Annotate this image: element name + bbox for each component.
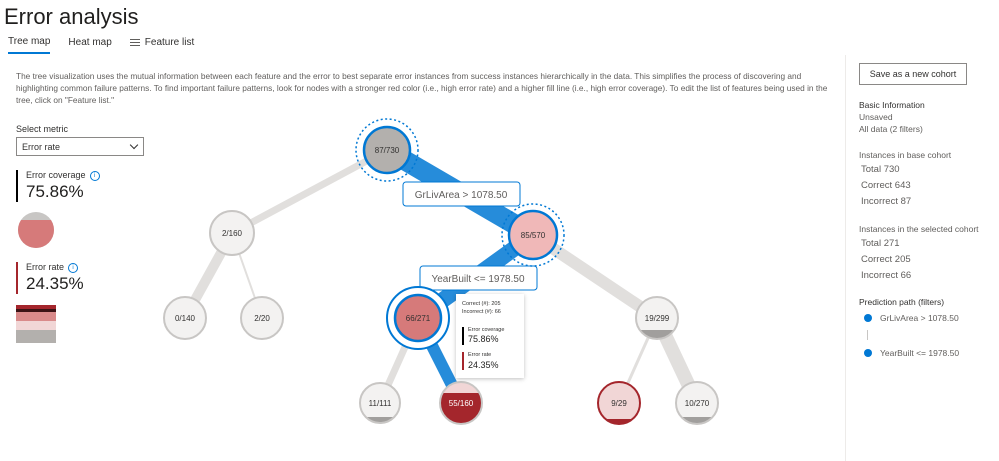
error-rate-label: Error rate bbox=[26, 262, 65, 272]
tree-node-d[interactable]: 10/270 bbox=[675, 381, 719, 425]
base-total: Total 730 bbox=[861, 164, 900, 175]
node-l1-label: 2/160 bbox=[222, 229, 243, 238]
selected-total: Total 271 bbox=[861, 238, 900, 249]
cohort-filters: All data (2 filters) bbox=[859, 124, 923, 134]
edge-label-2-text: YearBuilt <= 1978.50 bbox=[431, 274, 524, 285]
tree-node-b[interactable]: 55/160 bbox=[439, 381, 483, 425]
selected-correct: Correct 205 bbox=[861, 254, 911, 265]
node-lr-label: 2/20 bbox=[254, 314, 270, 323]
node-root-label: 87/730 bbox=[375, 146, 400, 155]
edge-label-2: YearBuilt <= 1978.50 bbox=[419, 265, 538, 291]
path-dot-icon bbox=[864, 314, 872, 322]
path-filter-2: YearBuilt <= 1978.50 bbox=[880, 348, 960, 358]
path-dot-icon bbox=[864, 349, 872, 357]
page-title: Error analysis bbox=[4, 4, 139, 29]
tab-feature-list-label: Feature list bbox=[144, 37, 195, 48]
tree-description: The tree visualization uses the mutual i… bbox=[16, 71, 828, 105]
basic-info-heading: Basic Information bbox=[859, 100, 925, 110]
error-rate-value: 24.35% bbox=[26, 274, 84, 293]
list-icon bbox=[129, 38, 140, 47]
node-tooltip: Correct (#): 205 Incorrect (#): 66 Error… bbox=[456, 294, 524, 378]
node-b-label: 55/160 bbox=[449, 399, 474, 408]
error-coverage-label: Error coverage bbox=[26, 170, 86, 180]
tree-node-l1[interactable]: 2/160 bbox=[209, 210, 255, 256]
tooltip-coverage-bar bbox=[462, 327, 464, 345]
node-a-label: 11/111 bbox=[369, 399, 392, 408]
tree-node-a[interactable]: 11/111 bbox=[359, 382, 401, 425]
tree-node-selected[interactable]: 66/271 bbox=[386, 286, 450, 350]
save-cohort-button[interactable]: Save as a new cohort bbox=[859, 63, 967, 85]
edge-label-1: GrLivArea > 1078.50 bbox=[402, 181, 521, 207]
tooltip-rate-bar bbox=[462, 352, 464, 370]
tree-node-ll[interactable]: 0/140 bbox=[163, 296, 207, 340]
info-icon[interactable]: i bbox=[68, 263, 79, 273]
tooltip-coverage-label: Error coverage bbox=[468, 327, 505, 333]
error-rate-bar bbox=[16, 262, 18, 294]
tab-tree-map[interactable]: Tree map bbox=[8, 36, 51, 54]
node-c-label: 9/29 bbox=[611, 399, 627, 408]
cohort-status: Unsaved bbox=[859, 112, 893, 122]
node-rr-label: 19/299 bbox=[645, 314, 670, 323]
tooltip-rate-label: Error rate bbox=[468, 352, 492, 358]
node-ll-label: 0/140 bbox=[175, 314, 196, 323]
tree-node-c[interactable]: 9/29 bbox=[597, 381, 641, 425]
tooltip-correct: Correct (#): 205 bbox=[462, 301, 501, 307]
base-incorrect: Incorrect 87 bbox=[861, 196, 912, 207]
error-coverage-value: 75.86% bbox=[26, 182, 84, 201]
tree-node-rr[interactable]: 19/299 bbox=[635, 296, 679, 342]
node-r1-label: 85/570 bbox=[521, 231, 546, 240]
tree-node-lr[interactable]: 2/20 bbox=[240, 296, 284, 340]
edge-label-1-text: GrLivArea > 1078.50 bbox=[415, 190, 508, 201]
tooltip-rate-value: 24.35% bbox=[468, 360, 499, 370]
info-icon[interactable]: i bbox=[89, 171, 100, 181]
tab-feature-list[interactable]: Feature list bbox=[129, 36, 195, 54]
tab-heat-map[interactable]: Heat map bbox=[68, 37, 112, 48]
selected-incorrect: Incorrect 66 bbox=[861, 270, 912, 281]
edge-root-l1 bbox=[228, 146, 391, 237]
metric-selected-value: Error rate bbox=[22, 142, 61, 152]
base-cohort-heading: Instances in base cohort bbox=[859, 150, 952, 160]
node-sel-label: 66/271 bbox=[406, 314, 431, 323]
tree-node-r1[interactable]: 85/570 bbox=[501, 203, 565, 267]
tree-node-root[interactable]: 87/730 bbox=[355, 118, 419, 182]
base-correct: Correct 643 bbox=[861, 180, 911, 191]
selected-cohort-heading: Instances in the selected cohort bbox=[859, 224, 979, 234]
node-d-label: 10/270 bbox=[685, 399, 710, 408]
tooltip-incorrect: Incorrect (#): 66 bbox=[462, 309, 501, 315]
select-metric-label: Select metric bbox=[16, 124, 69, 134]
error-coverage-bar bbox=[16, 170, 18, 202]
tooltip-coverage-value: 75.86% bbox=[468, 334, 499, 344]
path-filter-1: GrLivArea > 1078.50 bbox=[880, 313, 959, 323]
path-connector bbox=[867, 330, 868, 340]
metric-dropdown[interactable]: Error rate bbox=[16, 137, 144, 156]
prediction-path-heading: Prediction path (filters) bbox=[859, 297, 945, 307]
view-tabs: Tree map Heat map Feature list bbox=[8, 36, 212, 54]
sidebar-divider bbox=[845, 55, 846, 461]
